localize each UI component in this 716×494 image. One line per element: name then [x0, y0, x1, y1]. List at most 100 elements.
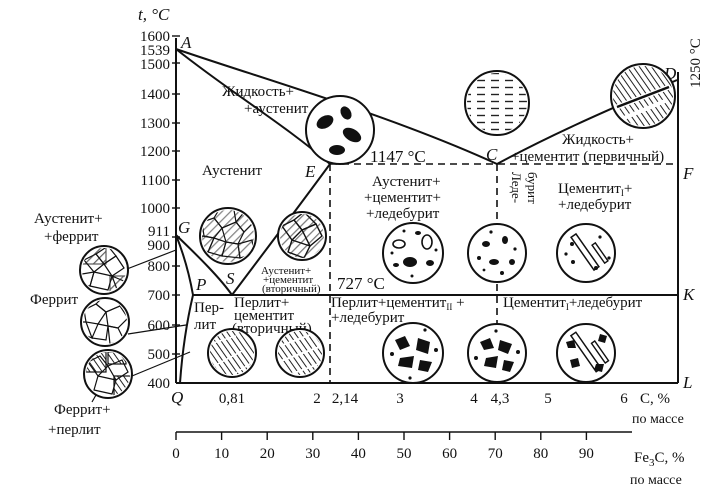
label-pearlite-1: Пер- [194, 300, 224, 316]
y-tick-labels: 1600 1539 1500 1400 1300 1200 1100 1000 … [140, 29, 170, 392]
label-cem1-led-2: +ледебурит [558, 197, 632, 213]
micro-austenite-cementite2 [277, 211, 327, 261]
micro-ledeburite-upper [467, 223, 527, 283]
point-c: C [486, 145, 498, 164]
point-p: P [195, 275, 206, 294]
micro-austenite [199, 207, 257, 265]
label-pc2-1: Перлит+ [234, 295, 289, 311]
point-letters: A C D E F G P S K Q L [171, 33, 696, 407]
label-ledeburite-1: Леде- [509, 172, 524, 203]
y-tick-1100: 1100 [141, 173, 170, 189]
micro-cem1-led-lower [556, 323, 616, 383]
y-tick-1400: 1400 [140, 87, 170, 103]
micro-ferrite [80, 297, 130, 347]
label-austenite: Аустенит [202, 163, 263, 179]
y-tick-800: 800 [148, 259, 171, 275]
fe3c-ticks [175, 432, 588, 440]
point-a: A [180, 33, 192, 52]
fe3c-unit-rest: C, % [655, 450, 685, 466]
c-tick-labels: 0,81 2 2,14 3 4 4,3 5 6 [219, 391, 628, 407]
gs-line [175, 234, 233, 296]
fe3c-tick-label-70: 70 [488, 446, 503, 462]
fe3c-tick-label-80: 80 [533, 446, 548, 462]
phase-labels: Жидкость+ +аустенит Аустенит Аустенит+ +… [30, 84, 664, 438]
c-tick-4: 4 [470, 391, 478, 407]
label-pcl-2: +ледебурит [331, 310, 405, 326]
micro-liquid-austenite [305, 95, 375, 165]
label-fp-1: Феррит+ [54, 402, 111, 418]
label-liquid-cem-1: Жидкость+ [562, 132, 634, 148]
fe3c-tick-label-60: 60 [442, 446, 457, 462]
y-tick-400: 400 [148, 376, 171, 392]
point-q: Q [171, 388, 183, 407]
label-liquid-cem-2: +цементит (первичный) [511, 149, 664, 165]
fe3c-unit-label: Fe3C, % [634, 450, 685, 469]
point-l: L [682, 373, 692, 392]
c-unit-label: C, % [640, 391, 670, 407]
micro-ferrite-pearlite [83, 349, 133, 399]
fe3c-tick-label-0: 0 [172, 446, 180, 462]
point-f: F [682, 164, 694, 183]
label-ferrite: Феррит [30, 292, 79, 308]
label-aust-ferrite-1: Аустенит+ [34, 211, 103, 227]
c-tick-5: 5 [544, 391, 552, 407]
y-ticks [172, 35, 180, 355]
fe3c-tick-label-50: 50 [397, 446, 412, 462]
micro-austenite-ferrite [79, 245, 129, 295]
micro-pearlite [207, 328, 257, 378]
label-cem1-led-low: ЦементитI+ледебурит [503, 295, 643, 312]
micro-liquid [464, 70, 530, 136]
fe3c-unit-sublabel: по массе [630, 473, 682, 488]
c-tick-6: 6 [620, 391, 628, 407]
micro-liquid-cementite [610, 63, 676, 129]
right-axis-temp: 1250 °C [688, 38, 704, 88]
fe3c-tick-label-30: 30 [305, 446, 320, 462]
gp-line [175, 234, 194, 296]
fe3c-tick-label-10: 10 [214, 446, 229, 462]
label-ledeburite-2: бурит [525, 172, 540, 204]
label-acl-2: +цементит+ [364, 190, 441, 206]
label-acl-1: Аустенит+ [372, 174, 441, 190]
y-tick-900: 900 [148, 238, 171, 254]
c-tick-214: 2,14 [332, 391, 359, 407]
fe3c-unit-sub: 3 [649, 457, 655, 469]
y-tick-600: 600 [148, 318, 171, 334]
label-pcl-1: Перлит+цементитII + [331, 295, 465, 312]
micro-pcl-lower [382, 322, 444, 384]
leader-lines [91, 249, 191, 403]
y-tick-1539: 1539 [140, 43, 170, 59]
micro-ledeburite-lower [467, 323, 527, 383]
eutectic-temp: 1147 °C [370, 147, 426, 166]
c-tick-081: 0,81 [219, 391, 245, 407]
y-tick-1200: 1200 [140, 144, 170, 160]
point-e: E [304, 162, 316, 181]
micro-cem1-led-upper [556, 223, 616, 283]
pq-line [179, 294, 194, 384]
label-liquid-aust-2: +аустенит [244, 101, 309, 117]
y-tick-500: 500 [148, 347, 171, 363]
micro-acl [382, 222, 444, 284]
eutectoid-temp: 727 °C [337, 274, 385, 293]
c-tick-3: 3 [396, 391, 404, 407]
y-tick-1000: 1000 [140, 201, 170, 217]
point-g: G [178, 218, 190, 237]
y-tick-1600: 1600 [140, 29, 170, 45]
y-tick-700: 700 [148, 288, 171, 304]
fe3c-tick-label-90: 90 [579, 446, 594, 462]
fe3c-tick-labels: 0 10 20 30 40 50 60 70 80 90 [172, 446, 594, 462]
label-cem1-led-1: ЦементитI+ [558, 181, 632, 198]
label-pc2-2: цементит [234, 308, 294, 324]
y-axis-label: t, °C [138, 5, 170, 24]
label-ac2-3: (вторичный) [262, 283, 321, 295]
point-k: K [682, 285, 696, 304]
label-fp-2: +перлит [48, 422, 101, 438]
micro-pearlite-cementite2 [275, 328, 325, 378]
label-ac2-2: +цементит [263, 274, 313, 286]
c-unit-sublabel: по массе [632, 412, 684, 427]
fe3c-tick-label-20: 20 [260, 446, 275, 462]
y-tick-911: 911 [148, 224, 170, 240]
label-aust-ferrite-2: +феррит [44, 229, 99, 245]
fe3c-tick-label-40: 40 [351, 446, 366, 462]
